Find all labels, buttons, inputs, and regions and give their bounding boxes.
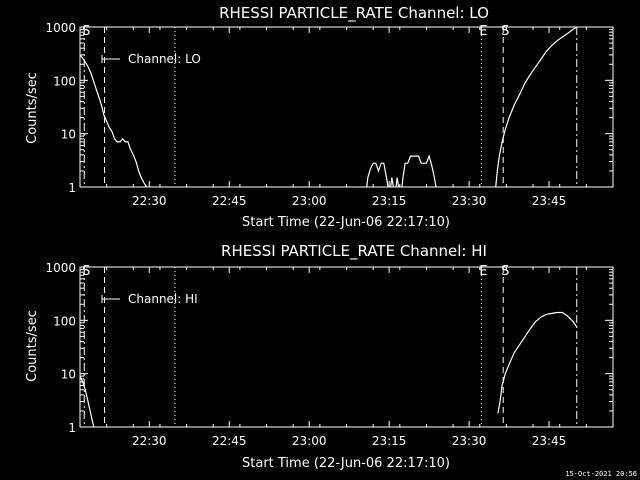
data-series-line — [390, 177, 394, 188]
x-tick-label: 22:30 — [132, 194, 167, 208]
data-series-line — [401, 154, 437, 188]
data-series-line — [79, 375, 95, 428]
generation-timestamp: 15-Oct-2021 20:56 — [565, 470, 637, 478]
x-tick-label: 23:30 — [452, 434, 487, 448]
legend-label: Channel: HI — [128, 292, 198, 306]
data-series-line — [79, 54, 148, 188]
chart-title: RHESSI PARTICLE_RATE Channel: LO — [219, 4, 489, 23]
y-tick-label: 100 — [53, 314, 76, 328]
x-tick-label: 23:45 — [532, 194, 567, 208]
x-axis-label: Start Time (22-Jun-06 22:17:10) — [242, 456, 450, 471]
event-marker-label: E — [479, 24, 487, 39]
event-marker-label: S — [501, 24, 509, 39]
x-tick-label: 23:15 — [372, 434, 407, 448]
x-tick-label: 23:15 — [372, 194, 407, 208]
x-tick-label: 22:45 — [212, 434, 247, 448]
event-marker-label: E — [479, 264, 487, 279]
x-tick-label: 23:30 — [452, 194, 487, 208]
x-tick-label: 22:45 — [212, 194, 247, 208]
data-series-line — [395, 177, 400, 188]
y-tick-label: 10 — [61, 368, 76, 382]
plot-frame — [79, 26, 614, 188]
y-tick-label: 10 — [61, 128, 76, 142]
y-axis-label: Counts/sec — [25, 310, 40, 382]
x-tick-label: 23:45 — [532, 434, 567, 448]
data-series-line — [495, 26, 578, 188]
x-axis-label: Start Time (22-Jun-06 22:17:10) — [242, 215, 450, 230]
plot-frame — [79, 266, 614, 428]
legend-label: Channel: LO — [128, 52, 201, 66]
event-marker-label: S — [82, 24, 90, 39]
chart-panel-lo: RHESSI PARTICLE_RATE Channel: LO Start T… — [25, 4, 614, 230]
event-marker-label: S — [82, 264, 90, 279]
x-tick-label: 23:00 — [292, 194, 327, 208]
x-tick-label: 22:30 — [132, 434, 167, 448]
event-marker-label: S — [501, 264, 509, 279]
chart-title: RHESSI PARTICLE_RATE Channel: HI — [221, 242, 487, 261]
y-tick-label: 1000 — [45, 21, 76, 35]
chart-panel-hi: RHESSI PARTICLE_RATE Channel: HI Start T… — [25, 242, 614, 471]
y-tick-label: 1 — [68, 421, 76, 435]
data-series-line — [366, 162, 389, 188]
y-tick-label: 100 — [53, 74, 76, 88]
y-tick-label: 1000 — [45, 261, 76, 275]
y-tick-label: 1 — [68, 181, 76, 195]
y-axis-label: Counts/sec — [25, 72, 40, 144]
data-series-line — [497, 311, 578, 414]
x-tick-label: 23:00 — [292, 434, 327, 448]
